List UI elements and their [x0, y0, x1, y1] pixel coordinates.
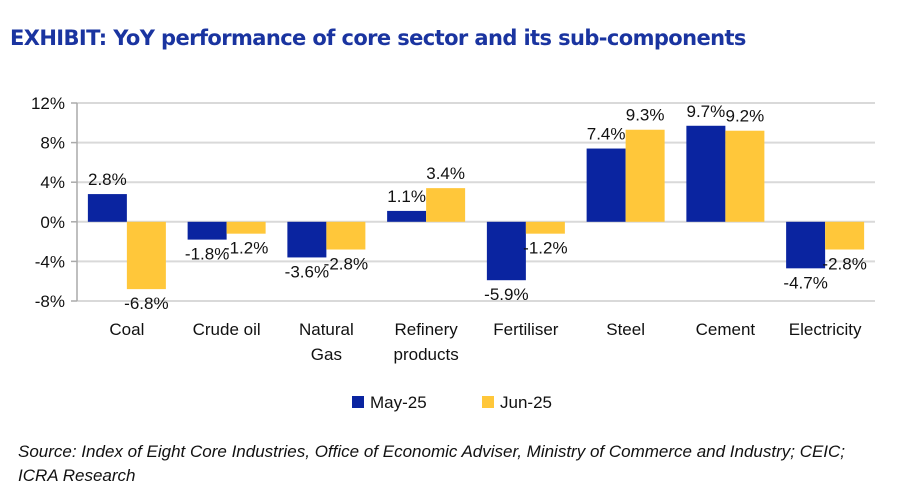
data-label: -1.8% — [185, 245, 229, 264]
data-label: -4.7% — [783, 273, 827, 292]
bar-jun-25 — [625, 129, 665, 222]
bar-may-25 — [486, 221, 526, 281]
bar-jun-25 — [126, 221, 166, 290]
data-label: -6.8% — [124, 294, 168, 313]
category-label: Electricity — [789, 320, 862, 339]
data-label: -3.6% — [285, 262, 329, 281]
data-label: -2.8% — [324, 255, 368, 274]
bar-may-25 — [87, 194, 127, 222]
data-label: -2.8% — [822, 255, 866, 274]
data-label: -1.2% — [523, 239, 567, 258]
bar-may-25 — [387, 210, 427, 222]
y-tick-label: 12% — [31, 94, 65, 113]
bar-jun-25 — [825, 221, 865, 250]
category-label: Gas — [311, 345, 342, 364]
data-label: 9.3% — [626, 106, 665, 125]
category-label: Crude oil — [193, 320, 261, 339]
y-tick-label: 4% — [40, 173, 65, 192]
data-label: 9.7% — [687, 102, 726, 121]
data-label: 1.1% — [387, 187, 426, 206]
y-tick-label: 8% — [40, 134, 65, 153]
category-label: Natural — [299, 320, 354, 339]
bar-may-25 — [287, 221, 327, 258]
data-label: -1.2% — [224, 239, 268, 258]
bar-jun-25 — [226, 221, 266, 234]
y-tick-label: -4% — [35, 252, 65, 271]
data-label: 2.8% — [88, 170, 127, 189]
category-label: Coal — [109, 320, 144, 339]
category-label: Refinery — [394, 320, 458, 339]
bar-may-25 — [686, 125, 726, 222]
category-label: products — [394, 345, 459, 364]
category-label: Steel — [606, 320, 645, 339]
data-label: -5.9% — [484, 285, 528, 304]
data-label: 9.2% — [726, 107, 765, 126]
legend-label: May-25 — [370, 393, 427, 412]
category-label: Fertiliser — [493, 320, 559, 339]
bar-may-25 — [586, 148, 626, 222]
bar-may-25 — [786, 221, 826, 269]
chart-title: EXHIBIT: YoY performance of core sector … — [10, 26, 746, 50]
bar-jun-25 — [326, 221, 366, 250]
legend-swatch — [482, 396, 494, 408]
legend-swatch — [352, 396, 364, 408]
y-tick-label: -8% — [35, 292, 65, 311]
bar-jun-25 — [725, 130, 765, 222]
y-tick-label: 0% — [40, 213, 65, 232]
legend-label: Jun-25 — [500, 393, 552, 412]
category-label: Cement — [696, 320, 756, 339]
bar-may-25 — [187, 221, 227, 240]
data-label: 3.4% — [426, 164, 465, 183]
data-label: 7.4% — [587, 125, 626, 144]
bar-jun-25 — [525, 221, 565, 234]
source-note: Source: Index of Eight Core Industries, … — [18, 442, 846, 485]
bar-jun-25 — [426, 188, 466, 222]
